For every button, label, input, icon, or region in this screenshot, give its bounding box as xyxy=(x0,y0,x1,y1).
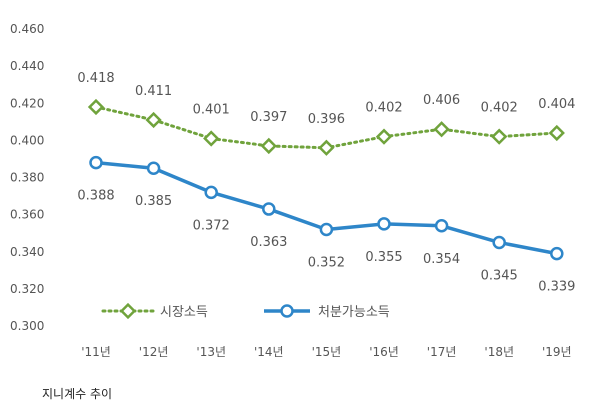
x-tick-label: '16년 xyxy=(369,345,399,359)
data-point-disposable-income xyxy=(262,202,276,216)
x-tick-label: '12년 xyxy=(139,345,169,359)
x-tick-label: '18년 xyxy=(484,345,514,359)
x-tick-label: '15년 xyxy=(312,345,342,359)
chart-caption: 지니계수 추이 xyxy=(42,387,113,401)
data-label-market-income: 0.402 xyxy=(481,101,518,116)
y-tick-label: 0.360 xyxy=(10,208,44,222)
data-label-disposable-income: 0.345 xyxy=(481,268,518,283)
legend-label-disposable-income: 처분가능소득 xyxy=(318,305,390,320)
legend-label-market-income: 시장소득 xyxy=(160,305,208,320)
data-point-disposable-income xyxy=(146,161,161,175)
x-tick-label: '14년 xyxy=(254,345,284,359)
data-label-disposable-income: 0.355 xyxy=(365,250,402,265)
y-tick-label: 0.320 xyxy=(10,282,44,296)
data-label-market-income: 0.397 xyxy=(250,110,287,125)
data-point-disposable-income xyxy=(377,217,391,231)
data-point-disposable-income xyxy=(492,235,506,250)
data-point-disposable-income xyxy=(89,155,103,170)
data-point-disposable-income xyxy=(550,246,564,261)
data-label-disposable-income: 0.352 xyxy=(308,255,345,270)
x-tick-label: '11년 xyxy=(81,345,111,359)
y-axis-ticks: 0.300 0.320 0.340 0.360 0.380 0.400 0.420 0.440… xyxy=(10,22,44,333)
data-point-disposable-income xyxy=(434,219,449,233)
data-point-market-income xyxy=(548,124,565,142)
data-point-market-income xyxy=(375,128,393,145)
data-label-disposable-income: 0.363 xyxy=(250,235,287,250)
x-tick-label: '19년 xyxy=(542,345,572,359)
y-tick-label: 0.300 xyxy=(10,319,44,333)
data-label-market-income: 0.396 xyxy=(308,112,345,127)
data-label-market-income: 0.404 xyxy=(538,97,575,112)
legend-marker-market-income xyxy=(119,302,137,320)
x-tick-label: '17년 xyxy=(427,345,457,359)
y-tick-label: 0.400 xyxy=(10,133,44,147)
y-tick-label: 0.340 xyxy=(10,245,44,259)
data-label-disposable-income: 0.372 xyxy=(193,218,230,233)
y-tick-label: 0.420 xyxy=(10,96,44,110)
data-label-disposable-income: 0.388 xyxy=(77,189,114,204)
legend-marker-disposable-income xyxy=(280,304,294,318)
data-point-market-income xyxy=(145,111,162,129)
series-markers xyxy=(87,98,565,261)
data-label-disposable-income: 0.339 xyxy=(538,280,575,295)
gini-line-chart: 0.300 0.320 0.340 0.360 0.380 0.400 0.420 0.440… xyxy=(10,22,575,359)
y-tick-label: 0.440 xyxy=(10,59,44,73)
legend: 시장소득 처분가능소득 xyxy=(101,302,390,320)
data-point-disposable-income xyxy=(319,222,334,237)
data-point-market-income xyxy=(433,121,450,138)
data-label-market-income: 0.402 xyxy=(365,101,402,116)
y-tick-label: 0.380 xyxy=(10,171,44,185)
y-tick-label: 0.460 xyxy=(10,22,44,36)
data-point-market-income xyxy=(203,130,220,147)
data-label-market-income: 0.418 xyxy=(77,71,114,86)
data-point-market-income xyxy=(491,128,508,145)
data-label-market-income: 0.406 xyxy=(423,93,460,108)
data-label-disposable-income: 0.385 xyxy=(135,194,172,209)
data-label-disposable-income: 0.354 xyxy=(423,252,460,267)
data-point-market-income xyxy=(260,137,277,155)
data-label-market-income: 0.401 xyxy=(193,103,230,118)
data-point-market-income xyxy=(87,98,105,116)
data-label-market-income: 0.411 xyxy=(135,84,172,99)
x-tick-label: '13년 xyxy=(196,345,226,359)
data-labels: 0.418 0.411 0.401 0.397 0.396 0.402 0.406 0.402… xyxy=(77,71,575,295)
x-axis-ticks: '11년 '12년 '13년 '14년 '15년 '16년 '17년 '18년 '19년 xyxy=(81,345,571,359)
data-point-disposable-income xyxy=(204,185,218,200)
data-point-market-income xyxy=(318,139,335,156)
